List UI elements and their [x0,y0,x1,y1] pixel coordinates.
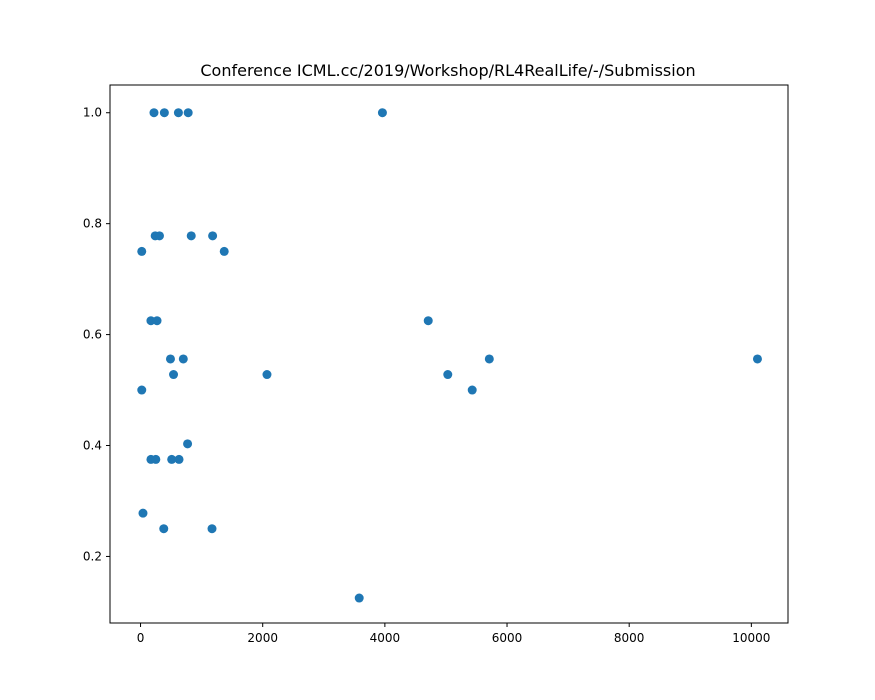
data-point [165,354,175,364]
x-tick-label: 2000 [247,631,278,645]
data-point [169,370,179,380]
data-point [159,108,169,118]
data-points [137,108,762,603]
y-tick-label: 0.8 [83,217,102,231]
x-tick-label: 10000 [732,631,770,645]
y-axis: 0.2 0.4 0.6 0.8 1.0 [83,106,110,563]
data-point [154,231,164,241]
y-tick-label: 0.4 [83,439,102,453]
data-point [167,454,177,464]
x-tick-label: 4000 [370,631,401,645]
data-point [178,354,188,364]
x-tick-label: 0 [137,631,145,645]
data-point [151,454,161,464]
plot-area [109,84,789,624]
y-tick-label: 1.0 [83,106,102,120]
data-point [207,524,217,534]
data-point [183,108,193,118]
x-tick-label: 8000 [614,631,645,645]
plot-frame [109,84,789,624]
data-point [186,231,196,241]
data-point [183,439,193,449]
data-point [752,354,762,364]
data-point [484,354,494,364]
data-point [208,231,218,241]
x-tick-label: 6000 [492,631,523,645]
data-point [443,370,453,380]
y-tick-label: 0.2 [83,549,102,563]
data-point [159,524,169,534]
y-tick-label: 0.6 [83,328,102,342]
data-point [354,593,364,603]
chart-title: Conference ICML.cc/2019/Workshop/RL4Real… [200,61,695,80]
x-axis: 0 2000 4000 6000 8000 10000 [137,623,770,645]
data-point [137,385,147,395]
data-point [467,385,477,395]
data-point [173,108,183,118]
data-point [262,370,272,380]
data-point [219,246,229,256]
data-point [423,316,433,326]
data-point [174,454,184,464]
data-point [138,508,148,518]
data-point [137,246,147,256]
data-point [152,316,162,326]
data-point [377,108,387,118]
data-point [149,108,159,118]
